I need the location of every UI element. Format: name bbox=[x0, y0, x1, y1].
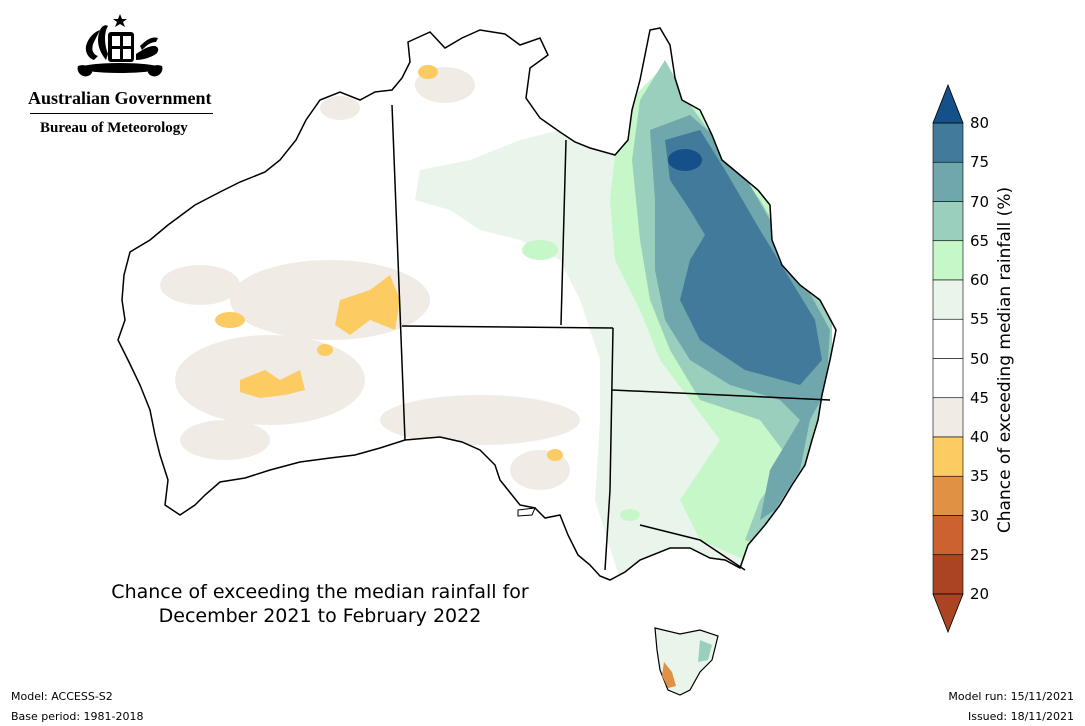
colorbar bbox=[932, 83, 964, 634]
colorbar-band-20-25 bbox=[932, 554, 964, 595]
logo-divider bbox=[30, 113, 213, 114]
government-name: Australian Government bbox=[28, 88, 212, 108]
map-title: Chance of exceeding the median rainfall … bbox=[60, 580, 580, 628]
colorbar-tick-label: 25 bbox=[970, 545, 990, 564]
tasmania bbox=[654, 627, 719, 696]
colorbar-top-arrow bbox=[932, 83, 964, 124]
colorbar-tick-label: 70 bbox=[970, 192, 990, 211]
colorbar-band-45-50 bbox=[932, 358, 964, 399]
colorbar-band-30-35 bbox=[932, 475, 964, 516]
bom-logo: Australian Government Bureau of Meteorol… bbox=[28, 10, 218, 140]
region-80-plus bbox=[668, 149, 702, 171]
state-borders bbox=[391, 104, 831, 571]
colorbar-tick-label: 75 bbox=[970, 153, 990, 172]
base-period-label: Base period: 1981-2018 bbox=[11, 710, 144, 723]
map-title-line1: Chance of exceeding the median rainfall … bbox=[111, 581, 529, 603]
map-title-line2: December 2021 to February 2022 bbox=[158, 605, 482, 627]
colorbar-band-75-80 bbox=[932, 122, 964, 163]
model-run-label: Model run: 15/11/2021 bbox=[948, 690, 1074, 703]
colorbar-tick-label: 65 bbox=[970, 231, 990, 250]
colorbar-band-65-70 bbox=[932, 201, 964, 242]
colorbar-tick-label: 80 bbox=[970, 114, 990, 132]
colorbar-tick-label: 40 bbox=[970, 428, 990, 446]
colorbar-tick-label: 55 bbox=[970, 310, 990, 329]
region-75-80 bbox=[665, 130, 822, 385]
colorbar-bottom-arrow bbox=[932, 593, 964, 634]
coat-of-arms-icon bbox=[77, 14, 163, 77]
colorbar-tick-label: 35 bbox=[970, 467, 990, 486]
colorbar-tick-label: 20 bbox=[970, 585, 990, 603]
colorbar-band-50-55 bbox=[932, 318, 964, 359]
colorbar-band-70-75 bbox=[932, 161, 964, 202]
model-label: Model: ACCESS-S2 bbox=[11, 690, 113, 703]
colorbar-band-60-65 bbox=[932, 240, 964, 281]
colorbar-band-40-45 bbox=[932, 397, 964, 438]
colorbar-tick-label: 50 bbox=[970, 349, 990, 368]
colorbar-band-55-60 bbox=[932, 279, 964, 320]
issued-label: Issued: 18/11/2021 bbox=[967, 710, 1074, 723]
colorbar-tick-label: 60 bbox=[970, 271, 990, 289]
region-60-65-small bbox=[522, 240, 640, 521]
region-35-40 bbox=[215, 65, 563, 461]
colorbar-band-25-30 bbox=[932, 515, 964, 556]
bureau-name: Bureau of Meteorology bbox=[40, 120, 188, 136]
colorbar-tick-label: 30 bbox=[970, 506, 990, 525]
colorbar-band-35-40 bbox=[932, 436, 964, 477]
colorbar-tick-label: 45 bbox=[970, 388, 990, 407]
colorbar-label: Chance of exceeding median rainfall (%) bbox=[995, 186, 1015, 534]
